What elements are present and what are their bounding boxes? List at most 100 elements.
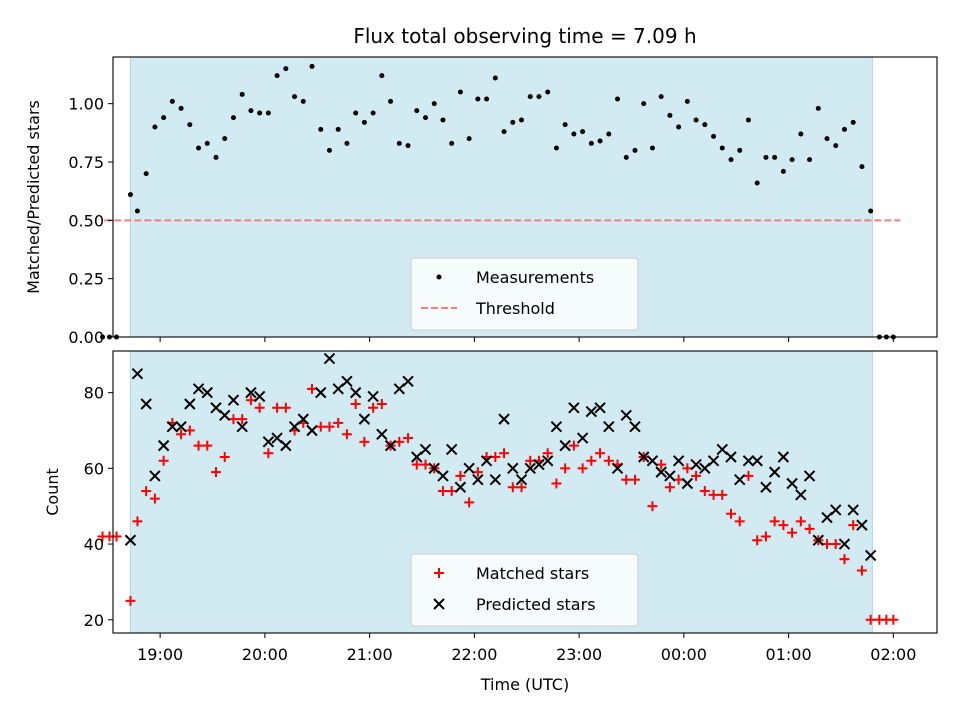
predicted-star-point <box>306 424 318 437</box>
ratio-tick-label: 0.50 <box>68 211 104 230</box>
predicted-star-point <box>751 455 763 467</box>
matched-star-point <box>568 440 579 451</box>
legend-entry-label: Predicted stars <box>476 595 596 614</box>
measurement-point <box>466 136 472 142</box>
count-points <box>97 352 899 625</box>
matched-star-point <box>542 448 553 459</box>
legend-box <box>410 553 639 627</box>
measurement-point <box>780 168 786 174</box>
predicted-star-point <box>524 462 536 475</box>
matched-star-point <box>403 433 414 444</box>
measurement-point <box>684 98 690 104</box>
predicted-star-point <box>777 451 790 463</box>
matched-star-point <box>629 474 640 485</box>
measurement-point <box>711 133 717 139</box>
measurement-point <box>553 145 559 151</box>
predicted-star-point <box>655 466 667 478</box>
predicted-star-point <box>768 466 781 478</box>
matched-star-point <box>848 520 859 531</box>
predicted-star-point <box>140 398 152 410</box>
measurement-point <box>841 126 847 132</box>
matched-star-point <box>315 421 326 432</box>
matched-star-point <box>193 440 204 451</box>
matched-star-point <box>603 455 614 466</box>
predicted-star-point <box>690 458 702 471</box>
measurement-point <box>632 147 638 153</box>
predicted-star-point <box>725 451 737 463</box>
measurement-point <box>204 140 210 146</box>
matched-star-point <box>507 482 518 493</box>
measurement-point <box>658 94 664 100</box>
matched-star-point <box>245 395 256 406</box>
predicted-star-point <box>192 383 205 395</box>
predicted-star-point <box>149 470 161 482</box>
predicted-star-point <box>472 473 484 486</box>
matched-star-point <box>778 520 789 531</box>
measurement-point <box>545 89 551 95</box>
predicted-star-point <box>323 352 336 365</box>
time-tick-label: 20:00 <box>242 645 288 664</box>
measurement-point <box>248 108 254 114</box>
measurement-point <box>292 94 298 100</box>
measurement-point <box>370 110 376 116</box>
matched-star-point <box>324 421 335 432</box>
predicted-star-point <box>384 439 397 452</box>
measurement-point <box>396 140 402 146</box>
matched-star-point <box>272 402 283 413</box>
measurement-point <box>422 115 428 121</box>
measurement-point <box>510 119 516 125</box>
measurement-point <box>693 117 699 123</box>
predicted-star-point <box>585 405 598 418</box>
matched-star-point <box>769 516 780 527</box>
measurement-point <box>274 73 280 79</box>
predicted-star-point <box>166 420 179 433</box>
predicted-star-point <box>175 420 187 433</box>
measurement-point <box>737 147 743 153</box>
measurement-point <box>414 108 420 114</box>
legend-box <box>410 257 639 331</box>
count-tick-label: 60 <box>84 459 104 478</box>
measurement-point <box>859 164 865 170</box>
matched-star-point <box>350 398 361 409</box>
predicted-star-point <box>830 504 842 516</box>
legend-entry-label: Measurements <box>476 268 594 287</box>
measurement-point <box>536 94 542 100</box>
matched-star-point <box>280 402 291 413</box>
predicted-star-point <box>672 455 685 467</box>
matched-star-point <box>359 436 370 447</box>
matched-star-point <box>490 451 501 462</box>
predicted-star-point <box>184 398 196 410</box>
predicted-star-point <box>611 462 624 475</box>
measurement-point <box>702 122 708 128</box>
matched-star-point <box>752 535 763 546</box>
predicted-star-point <box>847 504 859 516</box>
count-legend: Matched stars Predicted stars <box>410 553 639 627</box>
matched-star-point <box>516 482 527 493</box>
predicted-star-point <box>812 534 824 546</box>
measurement-points <box>100 63 896 340</box>
matched-star-point <box>376 398 387 409</box>
measurement-point <box>457 89 463 95</box>
matched-star-point <box>656 459 667 470</box>
time-tick-label: 02:00 <box>870 645 916 664</box>
predicted-star-point <box>664 470 676 482</box>
measurement-point <box>815 105 821 111</box>
measurement-point <box>527 94 533 100</box>
measurement-point <box>833 143 839 149</box>
ratio-tick-label: 1.00 <box>68 95 104 114</box>
measurement-point <box>300 98 306 104</box>
predicted-star-point <box>262 436 275 448</box>
measurement-point <box>405 143 411 149</box>
measurement-point <box>344 140 350 146</box>
count-tick-label: 20 <box>84 611 104 630</box>
matched-star-point <box>743 470 754 481</box>
matched-star-point <box>682 463 693 474</box>
measurement-point <box>239 91 245 97</box>
measurement-point <box>388 98 394 104</box>
measurement-point <box>623 154 629 160</box>
measurement-point <box>588 140 594 146</box>
matched-star-point <box>804 523 815 534</box>
measurement-point <box>353 110 359 116</box>
predicted-star-point <box>550 420 563 433</box>
predicted-star-point <box>864 549 877 562</box>
